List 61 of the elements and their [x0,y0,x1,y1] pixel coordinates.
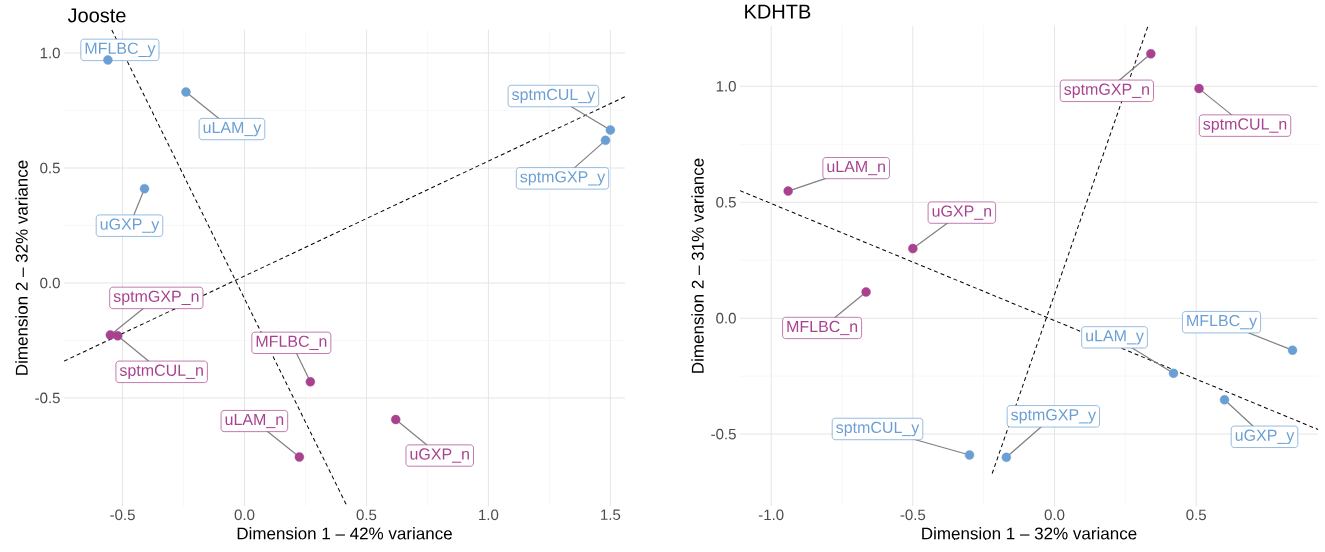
point [305,377,316,387]
annotation: uLAM_y [203,121,262,137]
annotation: MFLBC_n [787,320,858,336]
y-axis-title: Dimension 2 – 32% variance [15,160,28,375]
y-tick-label: -0.5 [711,428,736,440]
y-tick-label: 0.0 [40,277,60,289]
x-tick-label: 1.0 [479,509,499,521]
y-tick-label: 1.0 [40,47,60,59]
y-tick-label: 0.5 [716,196,736,208]
x-axis-title: Dimension 1 – 42% variance [237,527,452,540]
x-tick-label: -0.5 [900,509,926,521]
x-tick-label: 0.0 [234,509,255,521]
y-tick-label: 0.5 [40,162,60,174]
point [783,186,793,196]
point [861,287,871,297]
y-tick-label: 0.0 [716,312,736,324]
annotation: uLAM_n [225,413,284,429]
annotation: uGXP_n [410,448,469,463]
point [1219,395,1230,405]
annotation: uGXP_n [932,205,992,220]
point [1001,452,1012,462]
point [181,87,191,97]
chart-title: Jooste [67,8,126,23]
y-tick-label: 1.0 [716,80,736,92]
annotation: sptmCUL_n [119,364,203,380]
point [908,243,918,254]
point [605,125,616,135]
annotation: sptmCUL_n [1203,118,1287,133]
annotation: MFLBC_y [85,42,156,58]
annotation: MFLBC_y [1187,314,1258,330]
x-tick-label: 0.5 [356,509,377,521]
x-axis-title: Dimension 1 – 32% variance [922,527,1137,540]
x-tick-label: -1.0 [758,509,784,521]
annotation: sptmGXP_y [1011,409,1096,424]
x-tick-label: 0.5 [1186,509,1206,521]
point [391,414,401,425]
point [112,331,123,341]
point [1287,345,1298,355]
x-tick-label: -0.5 [110,509,135,521]
x-tick-label: 1.5 [601,509,621,520]
point [600,135,611,146]
y-axis-title: Dimension 2 – 31% variance [691,158,704,373]
point [1168,368,1179,379]
y-tick-label: -0.5 [35,392,60,404]
annotation: uLAM_y [1086,330,1144,345]
annotation: sptmCUL_y [836,421,920,437]
annotation: uGXP_y [1235,429,1295,445]
point [294,452,305,462]
x-tick-label: 0.0 [1044,509,1065,521]
point [139,183,150,194]
annotation: MFLBC_n [256,335,327,350]
point [1146,49,1156,59]
point [964,450,975,460]
annotation: sptmGXP_y [520,171,606,186]
chart-title: KDHTB [745,4,811,19]
annotation: uGXP_y [100,218,160,233]
point [1194,83,1204,94]
annotation: sptmCUL_y [512,88,596,104]
annotation: sptmGXP_n [113,290,199,306]
annotation: uLAM_n [827,161,885,176]
annotation: sptmGXP_n [1064,83,1149,99]
